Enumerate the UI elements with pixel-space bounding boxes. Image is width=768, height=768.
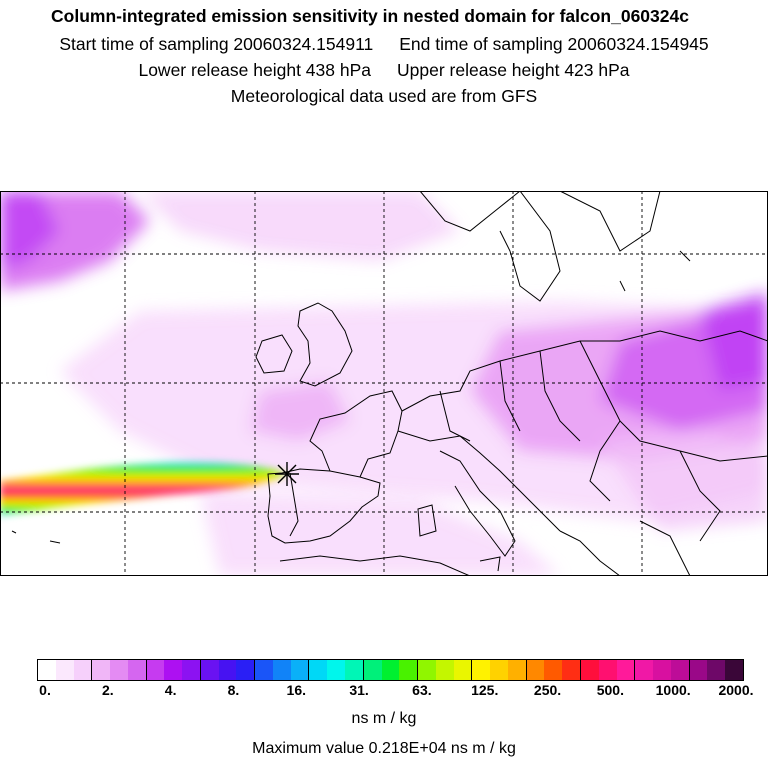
- sampling-time-line: Start time of sampling 20060324.154911 En…: [0, 34, 768, 55]
- colorbar-segment: [164, 660, 183, 680]
- colorbar-segment: [418, 660, 436, 680]
- colorbar-segment: [182, 660, 201, 680]
- colorbar-tick-label: 16.: [286, 682, 306, 698]
- colorbar-segment: [562, 660, 581, 680]
- end-time-label: End time of sampling 20060324.154945: [399, 34, 709, 54]
- colorbar-segment: [616, 660, 636, 680]
- start-time-label: Start time of sampling 20060324.154911: [59, 34, 374, 54]
- coastlines: [11, 191, 768, 576]
- colorbar-segment: [399, 660, 419, 680]
- colorbar-tick-label: 125.: [471, 682, 499, 698]
- release-plume: [0, 462, 287, 515]
- colorbar-segment: [38, 660, 56, 680]
- met-data-label: Meteorological data used are from GFS: [230, 86, 538, 106]
- colorbar-segment: [526, 660, 545, 680]
- release-site-star-icon: [275, 462, 299, 486]
- colorbar-segment: [435, 660, 454, 680]
- colorbar-segment: [92, 660, 111, 680]
- colorbar-segment: [363, 660, 382, 680]
- colorbar-tick-label: 1000.: [655, 682, 691, 698]
- colorbar-segment: [580, 660, 599, 680]
- colorbar-segment: [598, 660, 617, 680]
- colorbar-segment: [255, 660, 273, 680]
- maximum-value-label: Maximum value 0.218E+04 ns m / kg: [252, 740, 516, 757]
- colorbar-units: ns m / kg: [351, 710, 417, 727]
- colorbar-tick-label: 250.: [533, 682, 562, 698]
- colorbar: [37, 659, 744, 681]
- colorbar-segment: [507, 660, 527, 680]
- colorbar-tick-label: 63.: [412, 682, 432, 698]
- colorbar-segment: [544, 660, 563, 680]
- colorbar-segment: [327, 660, 346, 680]
- colorbar-segment: [55, 660, 74, 680]
- colorbar-tick-label: 2000.: [718, 682, 754, 698]
- colorbar-segment: [127, 660, 147, 680]
- colorbar-tick-label: 31.: [349, 682, 369, 698]
- colorbar-segment: [381, 660, 400, 680]
- colorbar-segment: [689, 660, 708, 680]
- colorbar-segment: [707, 660, 726, 680]
- colorbar-tick-label: 0.: [39, 682, 51, 698]
- colorbar-segment: [272, 660, 291, 680]
- upper-release-label: Upper release height 423 hPa: [397, 60, 630, 80]
- colorbar-segment: [472, 660, 491, 680]
- colorbar-segment: [146, 660, 165, 680]
- plot-title: Column-integrated emission sensitivity i…: [51, 6, 689, 26]
- colorbar-segment: [110, 660, 128, 680]
- colorbar-segment: [200, 660, 219, 680]
- colorbar-tick-label: 4.: [164, 682, 177, 698]
- colorbar-segment: [345, 660, 364, 680]
- colorbar-tick-label: 2.: [101, 682, 114, 698]
- colorbar-segment: [309, 660, 328, 680]
- colorbar-tick-label: 8.: [227, 682, 240, 698]
- colorbar-segment: [490, 660, 508, 680]
- colorbar-segment: [653, 660, 671, 680]
- colorbar-segment: [218, 660, 237, 680]
- colorbar-segment: [236, 660, 256, 680]
- colorbar-tick-label: 500.: [596, 682, 624, 698]
- lower-release-label: Lower release height 438 hPa: [138, 60, 371, 80]
- colorbar-segment: [670, 660, 690, 680]
- colorbar-segment: [73, 660, 93, 680]
- colorbar-segment: [453, 660, 473, 680]
- sensitivity-map: [0, 191, 768, 576]
- colorbar-segment: [635, 660, 654, 680]
- colorbar-segment: [290, 660, 310, 680]
- colorbar-segment: [725, 660, 743, 680]
- graticule: [0, 191, 768, 576]
- release-height-line: Lower release height 438 hPa Upper releas…: [0, 60, 768, 81]
